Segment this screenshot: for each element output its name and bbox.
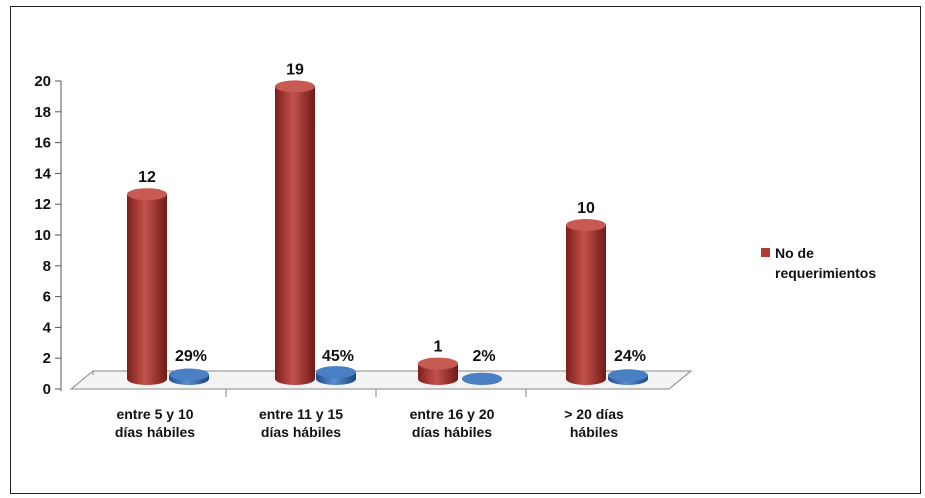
- data-label-count: 10: [577, 200, 595, 217]
- data-label-percent: 2%: [472, 348, 495, 365]
- bar-requerimientos-top: [418, 357, 458, 370]
- y-tick-label: 18: [34, 104, 51, 121]
- chart-frame: 0 2 4 6 8 10 12 14 16 18 20 12 19 1 10 29% 45% 2% 24% entre…: [10, 6, 921, 494]
- data-label-percent: 45%: [322, 348, 354, 365]
- legend-label: requerimientos: [775, 265, 876, 281]
- y-tick-label: 4: [43, 319, 52, 336]
- category-label: entre 16 y 20: [410, 406, 495, 422]
- category-label: días hábiles: [115, 424, 195, 440]
- bar-requerimientos-body: [127, 194, 167, 379]
- y-tick-label: 12: [34, 196, 51, 213]
- bar-requerimientos-top: [275, 80, 315, 93]
- y-tick-label: 2: [43, 350, 51, 367]
- bar-percent-top: [462, 372, 502, 385]
- bar-chart: 0 2 4 6 8 10 12 14 16 18 20 12 19 1 10 29% 45% 2% 24% entre…: [34, 61, 876, 440]
- data-label-count: 12: [138, 169, 156, 186]
- data-label-percent: 24%: [614, 348, 646, 365]
- category-label: hábiles: [570, 424, 618, 440]
- data-label-count: 1: [434, 339, 443, 356]
- y-tick-label: 6: [43, 289, 51, 306]
- y-tick-label: 10: [34, 227, 51, 244]
- bar-requerimientos-top: [566, 219, 606, 231]
- bar-requerimientos-body: [566, 225, 606, 379]
- legend-label: No de: [775, 245, 814, 261]
- chart-floor: [69, 370, 693, 390]
- category-label: entre 11 y 15: [259, 406, 343, 422]
- bar-percent-top: [169, 368, 209, 381]
- y-tick-label: 8: [43, 258, 51, 275]
- data-label-count: 19: [286, 61, 304, 78]
- bar-percent-top: [316, 366, 356, 379]
- y-tick-label: 20: [34, 73, 51, 90]
- legend-swatch: [761, 248, 770, 257]
- category-label: días hábiles: [261, 424, 341, 440]
- category-label: días hábiles: [412, 424, 492, 440]
- bar-requerimientos-body: [275, 86, 315, 380]
- category-label: entre 5 y 10: [116, 406, 193, 422]
- y-tick-label: 0: [43, 381, 51, 398]
- category-label: > 20 días: [564, 406, 624, 422]
- y-tick-label: 14: [34, 165, 51, 182]
- bar-percent-top: [608, 369, 648, 382]
- bar-requerimientos-top: [127, 188, 167, 201]
- y-tick-label: 16: [34, 135, 51, 152]
- data-label-percent: 29%: [175, 348, 207, 365]
